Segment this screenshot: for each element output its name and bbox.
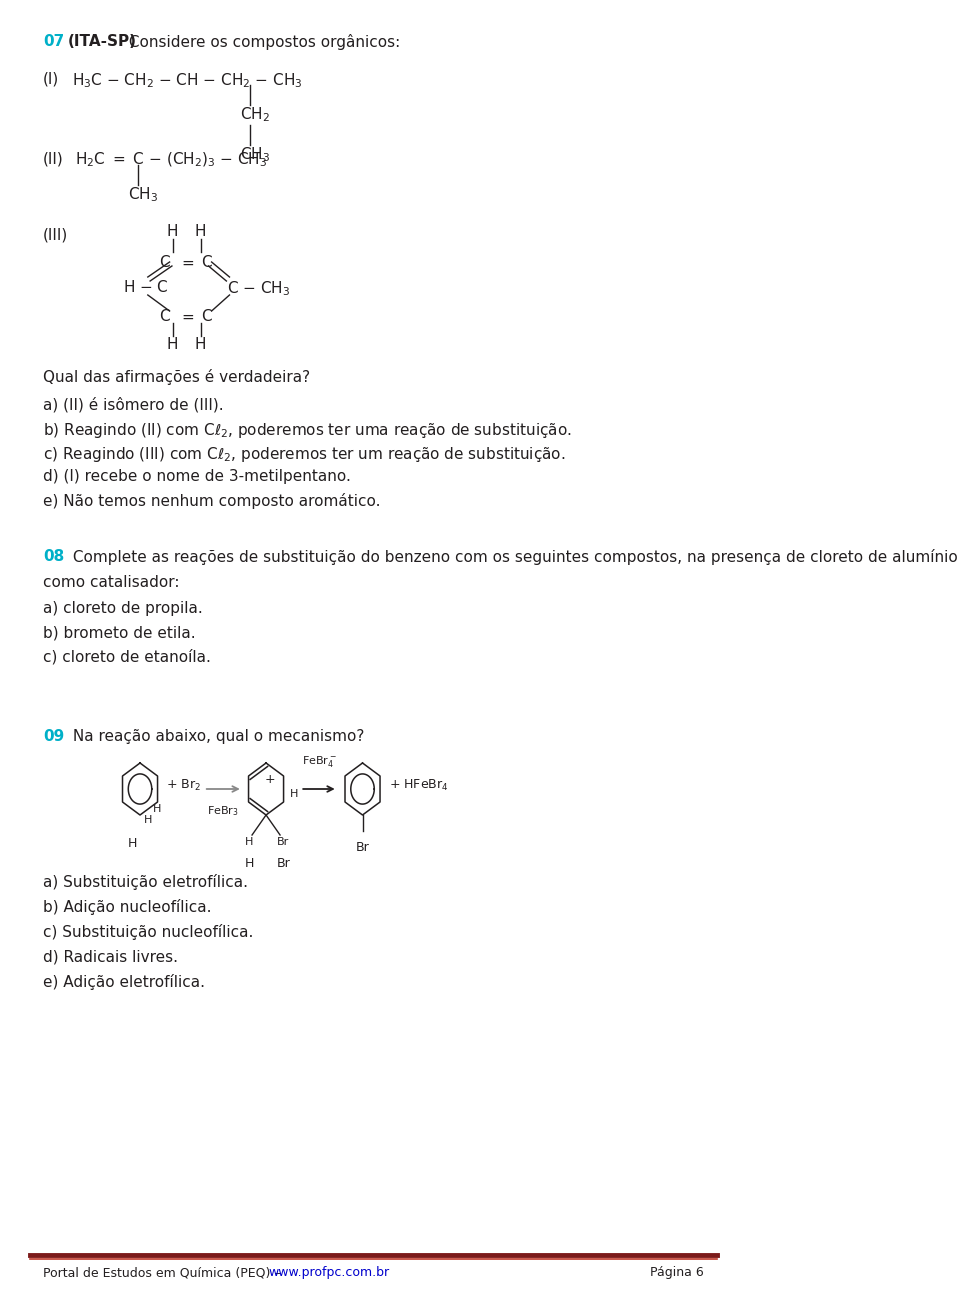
Text: b) Reagindo (II) com C$\ell_2$, poderemos ter uma reação de substituição.: b) Reagindo (II) com C$\ell_2$, poderemo… [43, 422, 571, 440]
Text: como catalisador:: como catalisador: [43, 575, 180, 590]
Text: c) cloreto de etanoíla.: c) cloreto de etanoíla. [43, 648, 210, 665]
Text: C: C [159, 255, 170, 269]
Text: H: H [144, 815, 152, 825]
Text: Página 6: Página 6 [650, 1266, 704, 1279]
Text: H: H [244, 857, 253, 870]
Text: $+$ HFeBr$_4$: $+$ HFeBr$_4$ [389, 777, 448, 793]
Text: b) Adição nucleofílica.: b) Adição nucleofílica. [43, 898, 211, 915]
Text: H: H [195, 336, 206, 352]
Text: C $-$ CH$_3$: C $-$ CH$_3$ [228, 278, 291, 298]
Text: C: C [202, 255, 212, 269]
Text: Considere os compostos orgânicos:: Considere os compostos orgânicos: [124, 34, 400, 50]
Text: $=$: $=$ [180, 309, 196, 324]
Text: c) Reagindo (III) com C$\ell_2$, poderemos ter um reação de substituição.: c) Reagindo (III) com C$\ell_2$, poderem… [43, 445, 565, 464]
Text: $+$ Br$_2$: $+$ Br$_2$ [166, 777, 202, 793]
Text: Br: Br [276, 857, 290, 870]
Text: +: + [265, 772, 276, 785]
Text: (I): (I) [43, 71, 59, 86]
Text: $=$: $=$ [180, 255, 196, 269]
Text: CH$_2$: CH$_2$ [240, 104, 270, 124]
Text: H: H [167, 224, 179, 238]
Text: Br: Br [355, 840, 370, 855]
Text: H $-$ C: H $-$ C [123, 278, 169, 295]
Text: e) Não temos nenhum composto aromático.: e) Não temos nenhum composto aromático. [43, 492, 380, 509]
Text: H: H [167, 336, 179, 352]
Text: a) cloreto de propila.: a) cloreto de propila. [43, 601, 203, 616]
Text: C: C [202, 309, 212, 324]
Text: H: H [289, 789, 298, 799]
Text: H$_2$C $=$ C $-$ (CH$_2$)$_3$ $-$ CH$_3$: H$_2$C $=$ C $-$ (CH$_2$)$_3$ $-$ CH$_3$ [76, 151, 268, 169]
Text: a) (II) é isômero de (III).: a) (II) é isômero de (III). [43, 397, 224, 412]
Text: Portal de Estudos em Química (PEQ) –: Portal de Estudos em Química (PEQ) – [43, 1266, 284, 1279]
Text: CH$_3$: CH$_3$ [240, 144, 270, 164]
Text: FeBr$_3$: FeBr$_3$ [207, 804, 239, 817]
Text: e) Adição eletrofílica.: e) Adição eletrofílica. [43, 974, 204, 990]
Text: www.profpc.com.br: www.profpc.com.br [269, 1266, 390, 1279]
Text: d) Radicais livres.: d) Radicais livres. [43, 949, 178, 964]
Text: H: H [128, 837, 137, 849]
Text: 08: 08 [43, 549, 64, 565]
Text: a) Substituição eletrofílica.: a) Substituição eletrofílica. [43, 874, 248, 889]
Text: H: H [153, 804, 161, 813]
Text: 07: 07 [43, 34, 64, 49]
Text: (III): (III) [43, 227, 68, 242]
Text: (ITA-SP): (ITA-SP) [68, 34, 136, 49]
Text: FeBr$_4^-$: FeBr$_4^-$ [301, 754, 336, 770]
Text: Qual das afirmações é verdadeira?: Qual das afirmações é verdadeira? [43, 369, 310, 385]
Text: H: H [245, 837, 253, 847]
Text: 09: 09 [43, 730, 64, 744]
Text: c) Substituição nucleofílica.: c) Substituição nucleofílica. [43, 924, 253, 940]
Text: Complete as reações de substituição do benzeno com os seguintes compostos, na pr: Complete as reações de substituição do b… [68, 549, 957, 565]
Text: Na reação abaixo, qual o mecanismo?: Na reação abaixo, qual o mecanismo? [68, 730, 364, 744]
Text: H$_3$C $-$ CH$_2$ $-$ CH $-$ CH$_2$ $-$ CH$_3$: H$_3$C $-$ CH$_2$ $-$ CH $-$ CH$_2$ $-$ … [72, 71, 303, 90]
Text: (II): (II) [43, 151, 63, 166]
Text: C: C [159, 309, 170, 324]
Text: Br: Br [277, 837, 289, 847]
Text: H: H [195, 224, 206, 238]
Text: b) brometo de etila.: b) brometo de etila. [43, 625, 196, 641]
Text: CH$_3$: CH$_3$ [128, 186, 157, 204]
Text: d) (I) recebe o nome de 3-metilpentano.: d) (I) recebe o nome de 3-metilpentano. [43, 469, 350, 483]
